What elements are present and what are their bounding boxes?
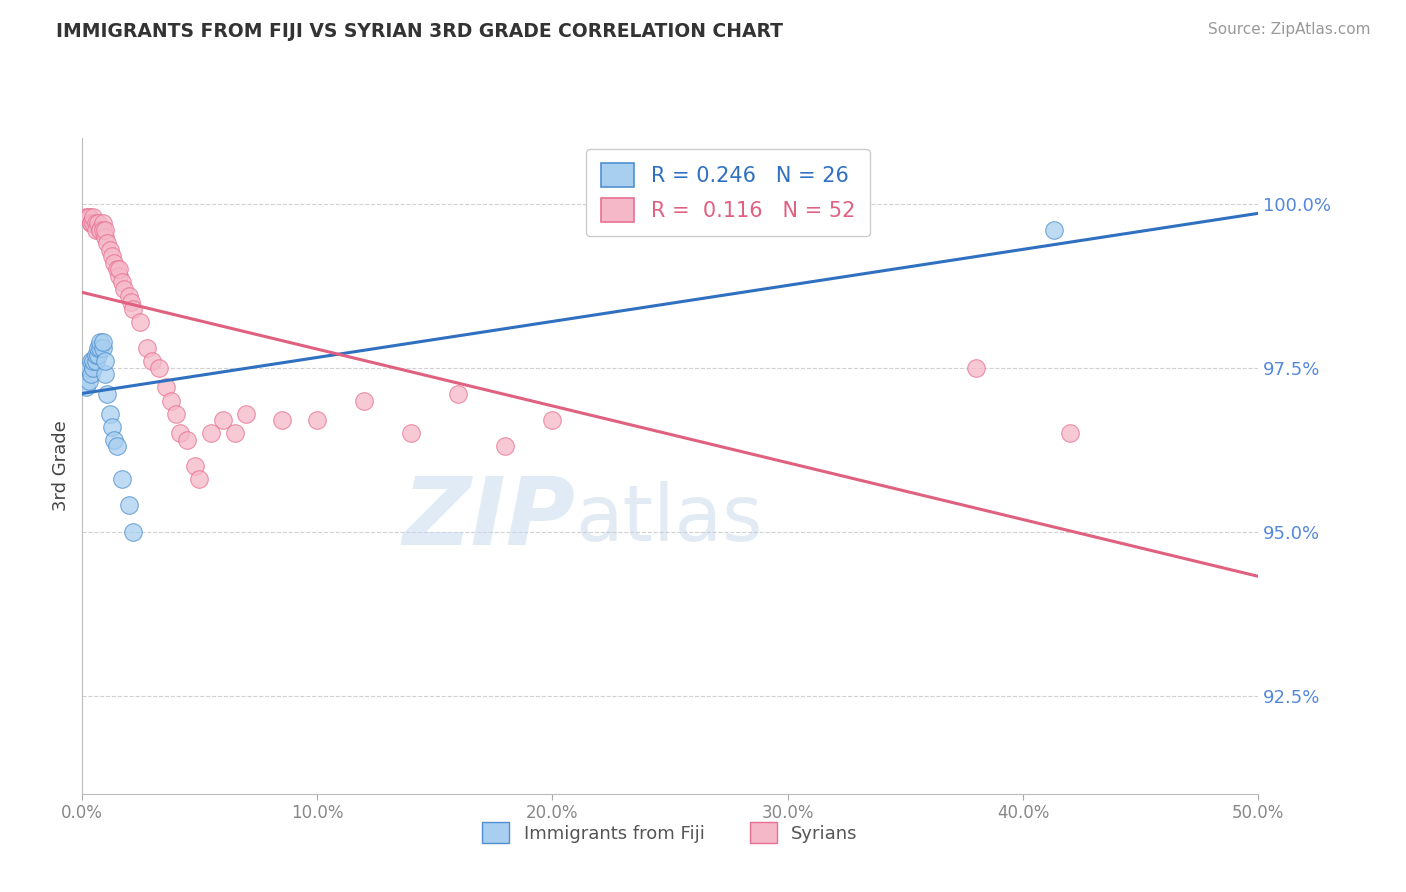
Point	[87, 217, 110, 231]
Point	[89, 334, 111, 349]
Point	[96, 387, 118, 401]
Point	[103, 256, 125, 270]
Point	[77, 210, 100, 224]
Point	[200, 426, 222, 441]
Point	[77, 210, 100, 224]
Point	[105, 262, 128, 277]
Point	[80, 217, 103, 231]
Point	[75, 210, 97, 224]
Point	[84, 217, 107, 231]
Point	[84, 354, 107, 368]
Point	[98, 407, 121, 421]
Point	[105, 439, 128, 453]
Text: Source: ZipAtlas.com: Source: ZipAtlas.com	[1208, 22, 1371, 37]
Point	[94, 354, 117, 368]
Point	[399, 426, 422, 441]
Point	[98, 243, 121, 257]
Point	[75, 380, 97, 394]
Point	[108, 268, 131, 283]
Point	[117, 499, 139, 513]
Point	[129, 315, 152, 329]
Point	[122, 301, 145, 316]
Point	[122, 524, 145, 539]
Point	[94, 368, 117, 382]
Point	[87, 341, 110, 355]
Text: IMMIGRANTS FROM FIJI VS SYRIAN 3RD GRADE CORRELATION CHART: IMMIGRANTS FROM FIJI VS SYRIAN 3RD GRADE…	[56, 22, 783, 41]
Point	[82, 217, 104, 231]
Point	[84, 348, 107, 362]
Point	[1042, 223, 1064, 237]
Point	[89, 223, 111, 237]
Point	[224, 426, 246, 441]
Point	[110, 472, 132, 486]
Point	[94, 229, 117, 244]
Point	[101, 419, 124, 434]
Point	[96, 236, 118, 251]
Point	[91, 217, 114, 231]
Point	[91, 334, 114, 349]
Point	[494, 439, 516, 453]
Point	[235, 407, 257, 421]
Point	[84, 223, 107, 237]
Legend: Immigrants from Fiji, Syrians: Immigrants from Fiji, Syrians	[475, 815, 865, 850]
Point	[165, 407, 187, 421]
Point	[1059, 426, 1081, 441]
Point	[176, 433, 198, 447]
Point	[108, 262, 131, 277]
Point	[103, 433, 125, 447]
Point	[112, 282, 135, 296]
Point	[82, 210, 104, 224]
Point	[160, 393, 183, 408]
Point	[136, 341, 159, 355]
Point	[82, 354, 104, 368]
Text: atlas: atlas	[576, 481, 763, 557]
Point	[148, 360, 170, 375]
Point	[91, 341, 114, 355]
Point	[155, 380, 177, 394]
Point	[169, 426, 191, 441]
Point	[183, 458, 205, 473]
Point	[110, 276, 132, 290]
Y-axis label: 3rd Grade: 3rd Grade	[52, 421, 70, 511]
Point	[117, 288, 139, 302]
Point	[82, 360, 104, 375]
Text: ZIP: ZIP	[404, 473, 576, 565]
Point	[305, 413, 328, 427]
Point	[80, 217, 103, 231]
Point	[270, 413, 292, 427]
Point	[965, 360, 987, 375]
Point	[120, 295, 142, 310]
Point	[77, 374, 100, 388]
Point	[94, 223, 117, 237]
Point	[141, 354, 163, 368]
Point	[353, 393, 375, 408]
Point	[77, 360, 100, 375]
Point	[211, 413, 233, 427]
Point	[80, 354, 103, 368]
Point	[89, 341, 111, 355]
Point	[91, 223, 114, 237]
Point	[101, 249, 124, 263]
Point	[188, 472, 211, 486]
Point	[80, 368, 103, 382]
Point	[447, 387, 470, 401]
Point	[89, 223, 111, 237]
Point	[541, 413, 564, 427]
Point	[87, 348, 110, 362]
